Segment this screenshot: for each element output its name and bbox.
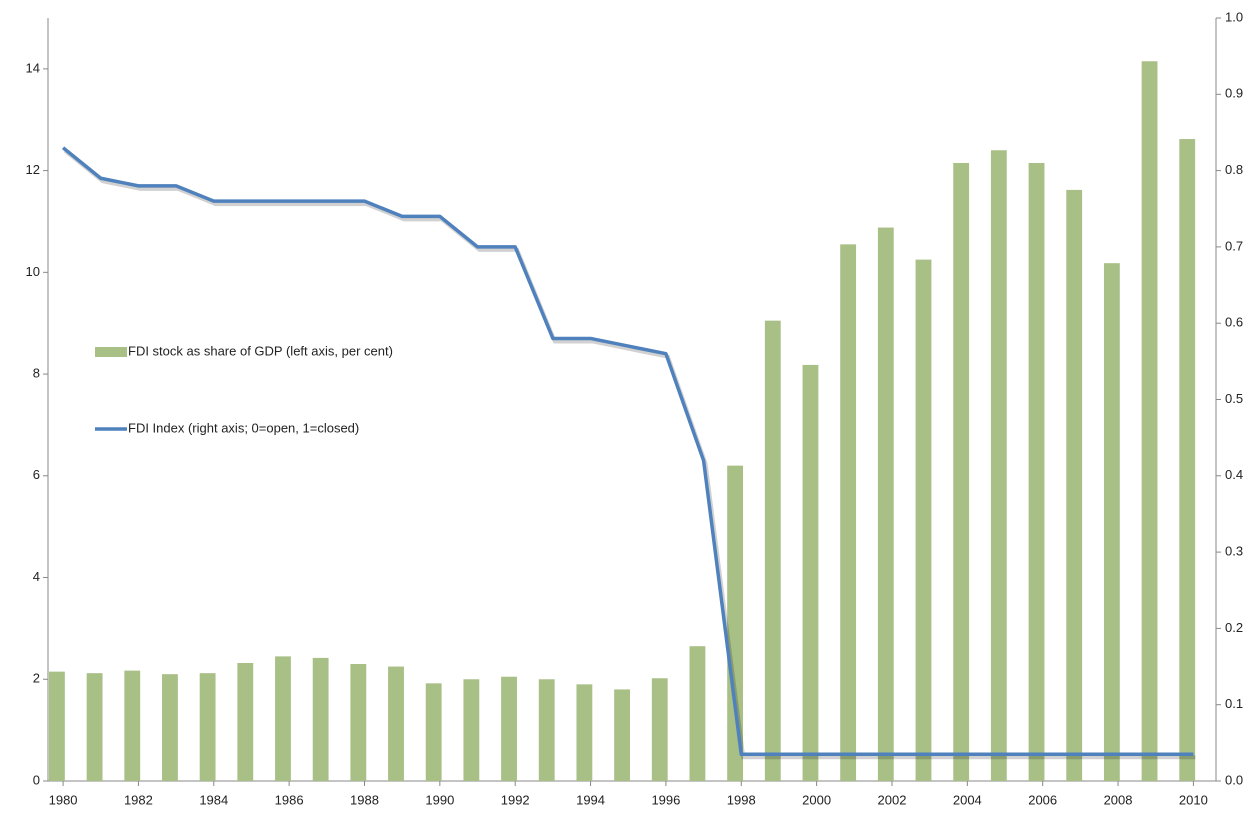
bar [1028,162,1045,782]
x-tick-label: 2004 [953,792,982,807]
y2-tick-label: 0.6 [1225,315,1243,330]
x-tick-label: 2000 [802,792,831,807]
bar [1179,139,1196,781]
y2-tick-label: 1.0 [1225,9,1243,24]
bar [1103,263,1120,781]
line [61,146,1194,757]
y-tick-label: 6 [33,467,40,482]
legend-label: FDI stock as share of GDP (left axis, pe… [128,343,393,358]
x-tick-label: 2010 [1179,792,1208,807]
y2-tick-label: 0.1 [1225,696,1243,711]
y2-tick-label: 0.8 [1225,162,1243,177]
bar [86,673,103,781]
bar [727,465,744,781]
bar [1141,61,1158,781]
y-tick-label: 12 [26,162,40,177]
x-tick-label: 1992 [501,792,530,807]
y-tick-label: 2 [33,671,40,686]
bar [840,244,857,781]
bar [689,646,706,781]
bar [124,670,141,781]
y2-tick-label: 0.9 [1225,86,1243,101]
bar [651,678,668,781]
x-tick-label: 1982 [124,792,153,807]
bar [990,150,1007,782]
x-tick-label: 1990 [425,792,454,807]
y-tick-label: 0 [33,772,40,787]
x-tick-label: 1998 [727,792,756,807]
legend-label: FDI Index (right axis; 0=open, 1=closed) [128,420,359,435]
y2-tick-label: 0.0 [1225,772,1243,787]
x-tick-label: 2008 [1104,792,1133,807]
x-tick-label: 1994 [576,792,605,807]
bar [162,674,178,781]
y2-tick-label: 0.4 [1225,467,1243,482]
y2-tick-label: 0.5 [1225,391,1243,406]
x-tick-label: 2006 [1028,792,1057,807]
bar [463,679,480,781]
bar [953,162,970,782]
bar [538,679,555,781]
y-tick-label: 4 [33,569,40,584]
bar [501,676,517,781]
bar [425,683,442,781]
bar [802,364,819,781]
bar [237,662,254,781]
bar [275,656,291,781]
y2-tick-label: 0.2 [1225,620,1243,635]
line-shadow [63,149,1196,760]
y-tick-label: 8 [33,366,40,381]
x-tick-label: 1988 [350,792,379,807]
bar [199,673,216,781]
x-tick-label: 2002 [878,792,907,807]
legend-swatch [95,347,127,357]
bar [312,657,329,781]
x-tick-label: 1984 [199,792,228,807]
y-tick-label: 10 [26,264,40,279]
bar [49,671,65,781]
bar [614,689,630,781]
y-tick-label: 14 [26,60,40,75]
bar [764,320,781,781]
bar [877,227,894,781]
x-tick-label: 1996 [651,792,680,807]
x-tick-label: 1986 [275,792,304,807]
bar [576,684,593,781]
x-tick-label: 1980 [49,792,78,807]
bar [388,666,404,781]
y2-tick-label: 0.7 [1225,238,1243,253]
y2-tick-label: 0.3 [1225,544,1243,559]
bar [915,259,932,781]
bar [1066,189,1083,782]
bar [350,664,367,781]
